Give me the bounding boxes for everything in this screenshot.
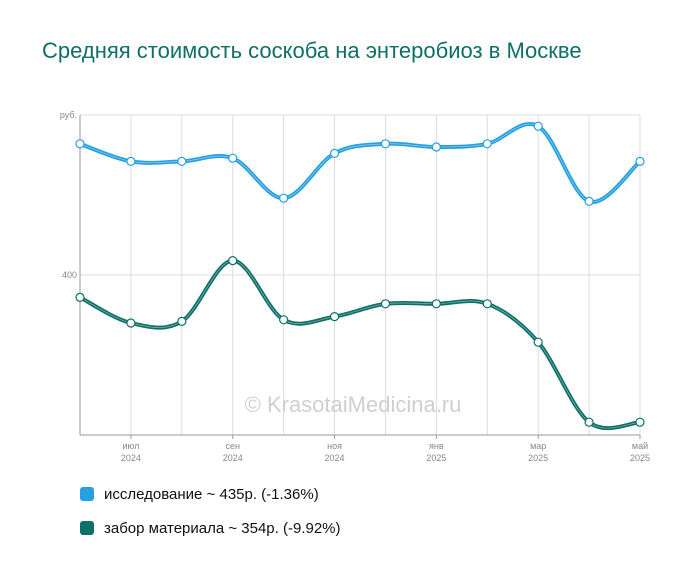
- data-point: [177, 316, 187, 326]
- data-point: [584, 196, 594, 206]
- data-point: [228, 256, 238, 266]
- data-point: [228, 153, 238, 163]
- data-point: [177, 156, 187, 166]
- x-tick-year-label: 2024: [223, 453, 243, 463]
- legend: исследование ~ 435р. (-1.36%) забор мате…: [80, 483, 341, 551]
- data-point: [635, 417, 645, 427]
- x-tick-year-label: 2025: [528, 453, 548, 463]
- legend-item-sampling[interactable]: забор материала ~ 354р. (-9.92%): [80, 517, 341, 539]
- chart-title: Средняя стоимость соскоба на энтеробиоз …: [42, 38, 582, 63]
- data-point: [431, 142, 441, 152]
- x-tick-label: мар: [530, 441, 546, 451]
- legend-item-research[interactable]: исследование ~ 435р. (-1.36%): [80, 483, 341, 505]
- x-tick-label: ноя: [327, 441, 342, 451]
- x-tick-label: сен: [225, 441, 240, 451]
- data-point: [482, 299, 492, 309]
- data-point: [329, 148, 340, 158]
- legend-swatch-research: [80, 487, 94, 501]
- data-point: [329, 312, 340, 322]
- legend-label-sampling: забор материала ~ 354р. (-9.92%): [104, 519, 341, 537]
- data-point: [279, 193, 289, 203]
- data-point: [126, 156, 136, 166]
- data-point: [380, 139, 391, 149]
- data-point: [431, 299, 441, 309]
- y-unit-label: руб.: [60, 110, 77, 120]
- data-point: [126, 318, 136, 328]
- data-point: [380, 299, 391, 309]
- series-line: [78, 122, 642, 204]
- data-point: [533, 121, 543, 131]
- x-tick-year-label: 2024: [325, 453, 345, 463]
- series-layer: [75, 121, 645, 431]
- data-point: [533, 337, 543, 347]
- x-tick-year-label: 2024: [121, 453, 141, 463]
- legend-label-research: исследование ~ 435р. (-1.36%): [104, 485, 319, 503]
- grid: [79, 114, 641, 435]
- data-point: [584, 417, 594, 427]
- data-point: [75, 139, 85, 149]
- x-tick-year-label: 2025: [426, 453, 446, 463]
- x-tick-label: май: [632, 441, 648, 451]
- data-point: [279, 315, 289, 325]
- axes: руб. 400 июл 2024 сен 2024 ноя 2024 янв 2025 мар 20…: [60, 110, 650, 463]
- x-tick-label: июл: [122, 441, 139, 451]
- data-point: [482, 139, 492, 149]
- legend-swatch-sampling: [80, 521, 94, 535]
- y-tick-label: 400: [62, 270, 77, 280]
- watermark: © KrasotaiMedicina.ru: [245, 392, 462, 417]
- data-point: [635, 156, 645, 166]
- data-point: [75, 292, 85, 302]
- x-tick-year-label: 2025: [630, 453, 650, 463]
- x-tick-label: янв: [429, 441, 444, 451]
